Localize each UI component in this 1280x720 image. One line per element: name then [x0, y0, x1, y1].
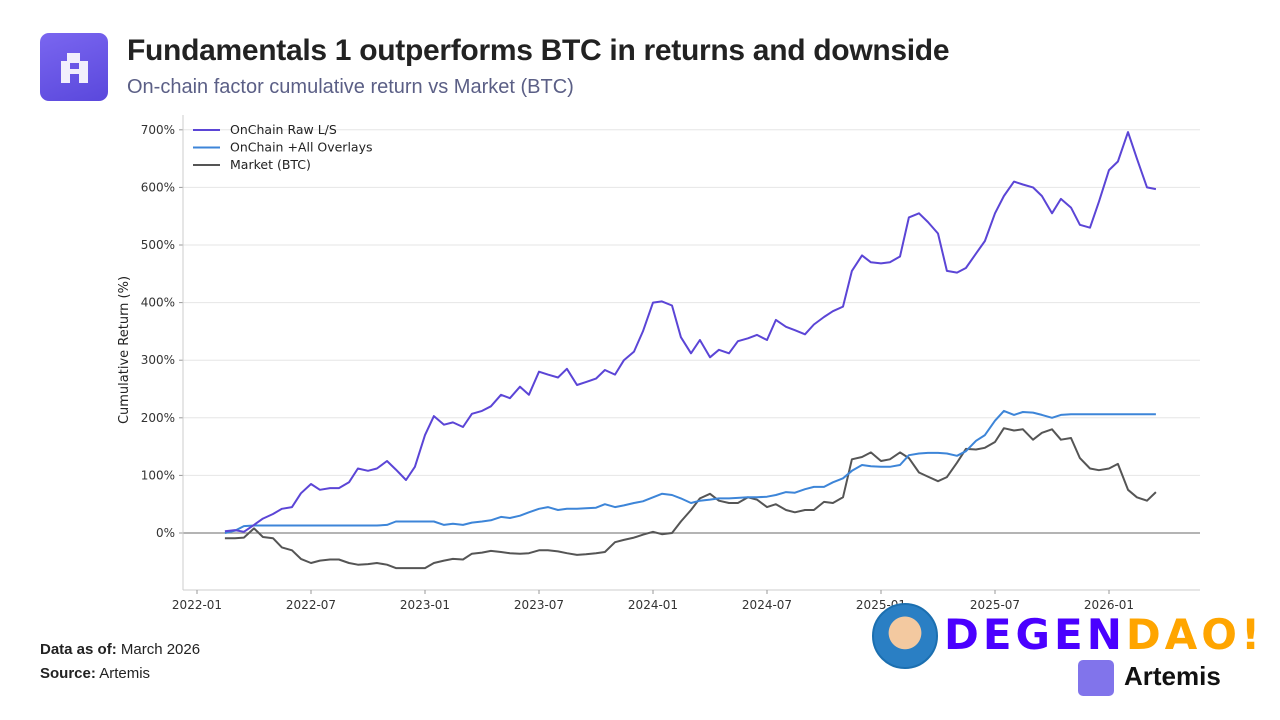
- artemis-logo-icon: [61, 53, 88, 83]
- source: Source: Artemis: [40, 665, 150, 682]
- x-tick-label: 2025-07: [970, 598, 1020, 612]
- x-tick-label: 2023-01: [400, 598, 450, 612]
- legend-label: Market (BTC): [230, 157, 311, 172]
- artemis-watermark-text: Artemis: [1124, 661, 1221, 691]
- y-tick-label: 0%: [156, 526, 175, 540]
- series-line-onchain-raw-l-s: [224, 131, 1157, 533]
- y-tick-label: 300%: [141, 353, 175, 367]
- legend-label: OnChain +All Overlays: [230, 140, 373, 155]
- x-tick-label: 2022-01: [172, 598, 222, 612]
- y-tick-label: 700%: [141, 123, 175, 137]
- source-label: Source:: [40, 665, 96, 682]
- y-tick-label: 500%: [141, 238, 175, 252]
- data-as-of-value: March 2026: [120, 641, 201, 658]
- page-title: Fundamentals 1 outperforms BTC in return…: [127, 34, 950, 67]
- x-tick-label: 2024-07: [742, 598, 792, 612]
- y-tick-label: 200%: [141, 411, 175, 425]
- x-tick-label: 2026-01: [1084, 598, 1134, 612]
- series-line-market-btc-: [224, 427, 1157, 570]
- source-value: Artemis: [99, 665, 151, 682]
- data-as-of-label: Data as of:: [40, 641, 117, 658]
- watermark-degen: DEGEN: [944, 610, 1126, 659]
- x-tick-label: 2023-07: [514, 598, 564, 612]
- x-tick-label: 2024-01: [628, 598, 678, 612]
- series-line-onchain-all-overlays: [224, 409, 1156, 534]
- x-tick-label: 2022-07: [286, 598, 336, 612]
- y-tick-label: 600%: [141, 180, 175, 194]
- y-tick-label: 400%: [141, 296, 175, 310]
- y-axis-label: Cumulative Return (%): [117, 276, 132, 424]
- degendao-avatar-icon: [872, 603, 938, 669]
- y-tick-label: 100%: [141, 468, 175, 482]
- page-subtitle: On-chain factor cumulative return vs Mar…: [127, 76, 574, 98]
- legend-label: OnChain Raw L/S: [230, 122, 337, 137]
- artemis-watermark-logo: [1078, 660, 1114, 696]
- artemis-logo: [40, 33, 108, 101]
- data-as-of: Data as of: March 2026: [40, 641, 200, 658]
- degendao-watermark: DEGENDAO!: [944, 614, 1264, 656]
- watermark-dao: DAO!: [1125, 610, 1265, 659]
